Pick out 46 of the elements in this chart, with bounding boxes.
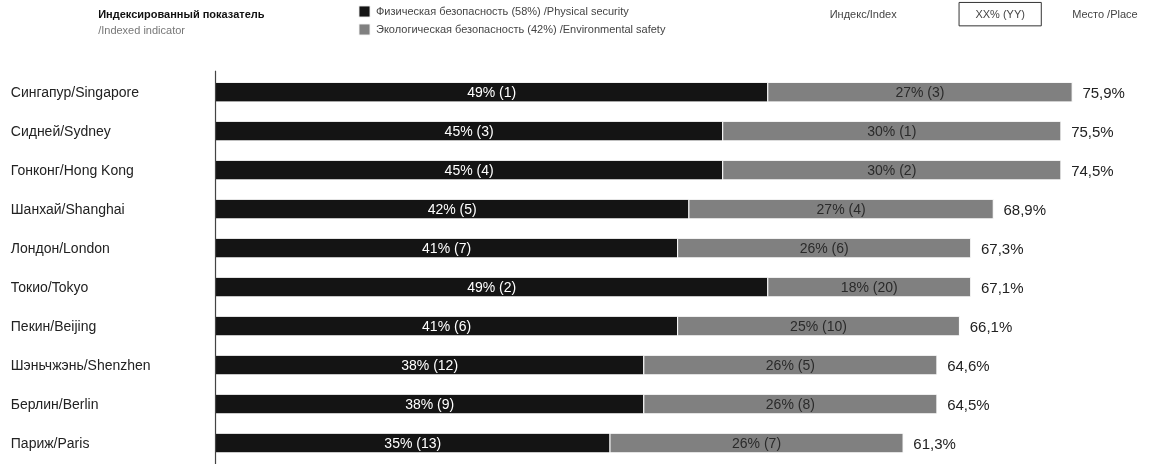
y-tick-label: Гонконг/Hong Kong [10, 162, 134, 179]
y-tick-label: Токио/Tokyo [10, 279, 89, 296]
y-tick-label: Берлин/Berlin [10, 396, 99, 413]
text: Место /Place [1072, 8, 1138, 21]
annotation: 67,1% [980, 278, 1024, 296]
legend-title: Индексированный показатель /Indexed indicator [98, 8, 265, 36]
annotation: 75,5% [1071, 122, 1114, 140]
y-tick-label: Шэньчжэнь/Shenzhen [10, 357, 151, 374]
y-tick-label: Сидней/Sydney [10, 123, 111, 140]
y-tick-label: Шанхай/Shanghai [10, 201, 125, 218]
annotation: 75,9% [1082, 83, 1125, 101]
text: XX% (YY) [975, 8, 1025, 21]
data-label: 45% (4) [444, 162, 494, 179]
y-tick-label: Пекин/Beijing [10, 318, 97, 335]
y-tick-label: Париж/Paris [10, 435, 90, 452]
data-label: 38% (9) [405, 396, 455, 413]
data-label: 26% (8) [765, 396, 815, 413]
data-label: 38% (12) [401, 357, 459, 374]
data-label: 30% (1) [867, 123, 917, 140]
annotation: 61,3% [913, 434, 956, 452]
annotation: 68,9% [1003, 200, 1047, 218]
annotation: 64,6% [947, 356, 990, 374]
data-label: 41% (6) [422, 318, 472, 335]
legend-label: Физическая безопасность (58%) /Physical security [376, 5, 629, 17]
legend-label: Экологическая безопасность (42%) /Environmental safety [376, 23, 666, 35]
data-label: 49% (1) [467, 84, 517, 101]
data-label: 49% (2) [467, 279, 517, 296]
data-label: 26% (6) [799, 240, 849, 257]
data-label: 30% (2) [867, 162, 917, 179]
text: Индекс/Index [829, 8, 898, 21]
data-label: 25% (10) [790, 318, 847, 335]
data-label: 26% (5) [765, 357, 815, 374]
data-label: 41% (7) [422, 240, 472, 257]
data-label: 27% (3) [895, 84, 945, 101]
y-tick-label: Сингапур/Singapore [10, 84, 140, 101]
data-label: 18% (20) [840, 279, 898, 296]
annotation: 66,1% [969, 317, 1013, 335]
y-tick-label: Лондон/London [10, 240, 110, 257]
data-label: 27% (4) [816, 201, 866, 218]
annotation: 67,3% [980, 239, 1024, 257]
data-label: 26% (7) [732, 435, 782, 452]
annotation: 74,5% [1071, 161, 1114, 179]
data-label: 45% (3) [444, 123, 494, 140]
annotation: 64,5% [947, 395, 990, 413]
data-label: 42% (5) [427, 201, 477, 218]
data-label: 35% (13) [384, 435, 442, 452]
